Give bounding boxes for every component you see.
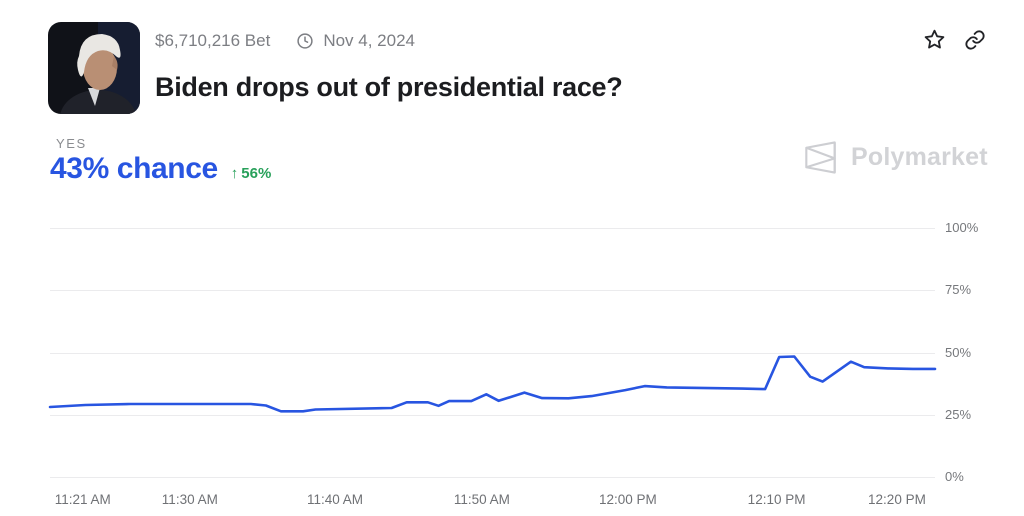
gridline xyxy=(50,228,935,229)
gridline xyxy=(50,290,935,292)
price-chart xyxy=(48,228,937,478)
link-icon xyxy=(965,29,985,50)
x-axis-label: 12:00 PM xyxy=(598,492,657,507)
header-actions xyxy=(921,26,988,53)
y-axis-label: 50% xyxy=(945,344,972,360)
y-axis: 100% 75% 50% 25% 0% xyxy=(945,220,1015,484)
outcome-label: YES xyxy=(56,136,87,151)
bet-amount: $6,710,216 Bet xyxy=(155,31,271,50)
copy-link-button[interactable] xyxy=(962,27,988,53)
x-axis-label: 11:40 AM xyxy=(306,492,363,507)
market-title: Biden drops out of presidential race? xyxy=(155,72,623,102)
x-axis-label: 12:20 PM xyxy=(868,492,926,507)
y-axis-label: 25% xyxy=(945,406,972,422)
chance-change: ↑ 56% xyxy=(231,165,272,182)
x-axis-label: 11:21 AM xyxy=(54,492,111,507)
star-button[interactable] xyxy=(921,26,948,53)
polymarket-logo-icon xyxy=(805,141,836,174)
x-axis: 11:21 AM 11:30 AM 11:40 AM 11:50 AM 12:00 PM… xyxy=(50,492,935,510)
star-icon xyxy=(924,29,945,49)
x-axis-label: 11:50 AM xyxy=(453,492,510,507)
clock-icon xyxy=(296,32,314,50)
market-date: Nov 4, 2024 xyxy=(323,31,416,50)
gridline xyxy=(50,352,935,354)
x-axis-label: 11:30 AM xyxy=(161,492,218,507)
market-avatar xyxy=(48,22,140,114)
chance-value: 43% chance xyxy=(50,152,218,185)
chance-line-series xyxy=(48,355,937,413)
arrow-up-icon: ↑ xyxy=(230,165,239,182)
y-axis-label: 0% xyxy=(945,469,964,484)
y-axis-label: 100% xyxy=(945,220,979,235)
market-meta: $6,710,216 Bet Nov 4, 2024 xyxy=(155,31,415,51)
gridline xyxy=(50,477,935,478)
y-axis-label: 75% xyxy=(945,282,972,298)
gridline xyxy=(50,414,935,416)
biden-portrait-image xyxy=(48,22,140,114)
polymarket-brand-text: Polymarket xyxy=(851,143,988,171)
x-axis-label: 12:10 PM xyxy=(747,492,806,507)
outcome-chance-row: 43% chance ↑ 56% xyxy=(50,152,271,186)
chance-change-value: 56% xyxy=(241,165,272,182)
polymarket-watermark-link[interactable]: Polymarket xyxy=(801,138,988,177)
